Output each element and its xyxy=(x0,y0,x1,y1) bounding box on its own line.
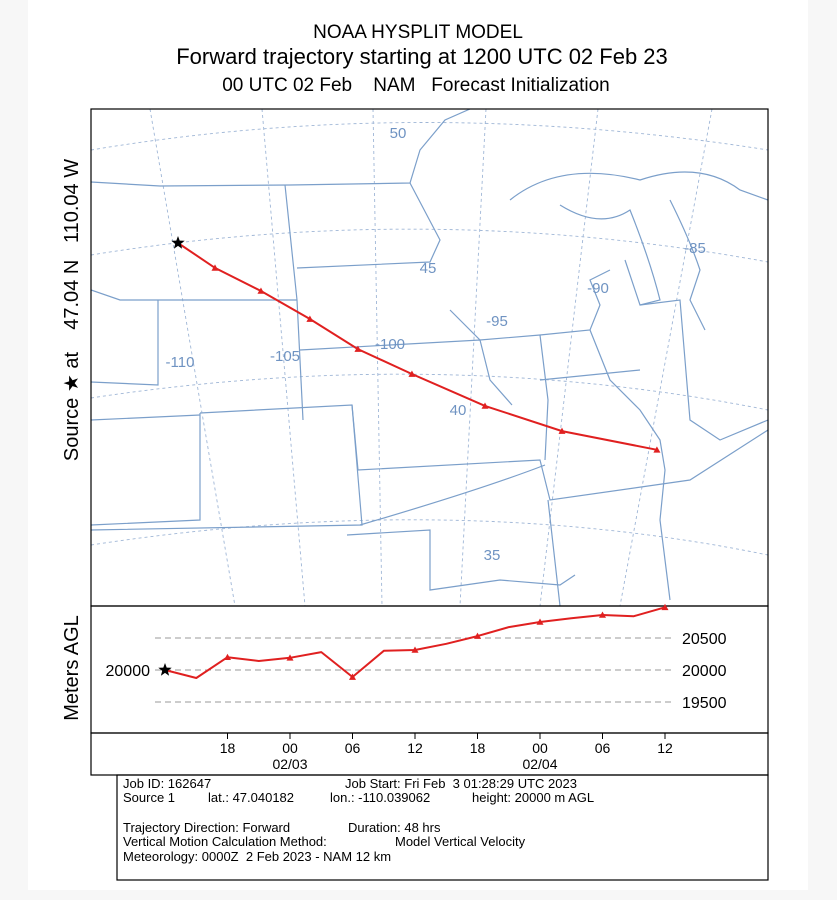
footer-job-id: Job ID: 162647 xyxy=(123,776,211,791)
time-tick-label: 06 xyxy=(345,740,361,756)
time-tick-label: 12 xyxy=(407,740,423,756)
height-marker xyxy=(286,654,294,661)
height-marker xyxy=(474,632,481,639)
latitude-label: 50 xyxy=(390,125,407,142)
trajectory-marker xyxy=(558,427,566,434)
date-tick-label: 02/04 xyxy=(522,756,557,772)
trajectory-marker xyxy=(481,402,489,409)
date-tick-label: 02/03 xyxy=(272,756,307,772)
trajectory-marker xyxy=(354,345,362,352)
footer-vertical-value: Model Vertical Velocity xyxy=(395,834,526,849)
footer-duration: Duration: 48 hrs xyxy=(348,820,441,835)
footer-lat: lat.: 47.040182 xyxy=(208,790,294,805)
footer-direction: Trajectory Direction: Forward xyxy=(123,820,290,835)
latitude-label: 40 xyxy=(450,402,467,419)
height-marker xyxy=(224,653,231,660)
footer-frame xyxy=(116,774,769,881)
footer-lon: lon.: -110.039062 xyxy=(330,790,430,805)
time-tick-label: 00 xyxy=(532,740,548,756)
source-height-label: 20000 xyxy=(106,663,151,680)
trajectory-marker xyxy=(653,446,661,453)
height-marker xyxy=(599,611,606,618)
trajectory-marker xyxy=(257,287,265,294)
map-background xyxy=(91,109,768,606)
latitude-label: 45 xyxy=(420,260,437,277)
height-source-star xyxy=(158,663,172,676)
time-tick-label: 12 xyxy=(657,740,673,756)
time-tick-label: 18 xyxy=(220,740,236,756)
trajectory-marker xyxy=(306,315,314,322)
longitude-label: -110 xyxy=(166,354,195,371)
latitude-label: 35 xyxy=(484,547,501,564)
paper xyxy=(28,0,808,890)
time-tick-label: 18 xyxy=(470,740,486,756)
source-star xyxy=(171,236,185,249)
height-axis-title: Meters AGL xyxy=(61,615,83,721)
source-label: Source ★ at 47.04 N 110.04 W xyxy=(61,159,83,461)
footer-meteorology: Meteorology: 0000Z 2 Feb 2023 - NAM 12 k… xyxy=(123,849,391,864)
trajectory-marker xyxy=(211,264,219,271)
height-marker xyxy=(661,603,669,611)
longitude-label: -95 xyxy=(486,313,508,330)
footer-vertical-method: Vertical Motion Calculation Method: xyxy=(123,834,327,849)
longitude-label: -105 xyxy=(270,348,300,365)
footer-source: Source 1 xyxy=(123,790,175,805)
title-line2: Forward trajectory starting at 1200 UTC … xyxy=(176,44,668,69)
height-marker xyxy=(411,646,419,653)
trajectory-marker xyxy=(408,370,416,377)
longitude-label: -90 xyxy=(587,280,609,297)
time-tick-label: 06 xyxy=(595,740,611,756)
title-line3: 00 UTC 02 Feb NAM Forecast Initializatio… xyxy=(222,75,610,96)
height-marker xyxy=(536,618,544,625)
height-tick-label: 20000 xyxy=(682,663,727,680)
longitude-label: -100 xyxy=(375,336,405,353)
footer-job-start: Job Start: Fri Feb 3 01:28:29 UTC 2023 xyxy=(345,776,577,791)
longitude-label: -85 xyxy=(684,240,706,257)
height-marker xyxy=(349,673,356,680)
title-line1: NOAA HYSPLIT MODEL xyxy=(313,22,523,43)
time-tick-label: 00 xyxy=(282,740,298,756)
footer-height: height: 20000 m AGL xyxy=(472,790,594,805)
height-tick-label: 19500 xyxy=(682,695,727,712)
height-tick-label: 20500 xyxy=(682,631,727,648)
